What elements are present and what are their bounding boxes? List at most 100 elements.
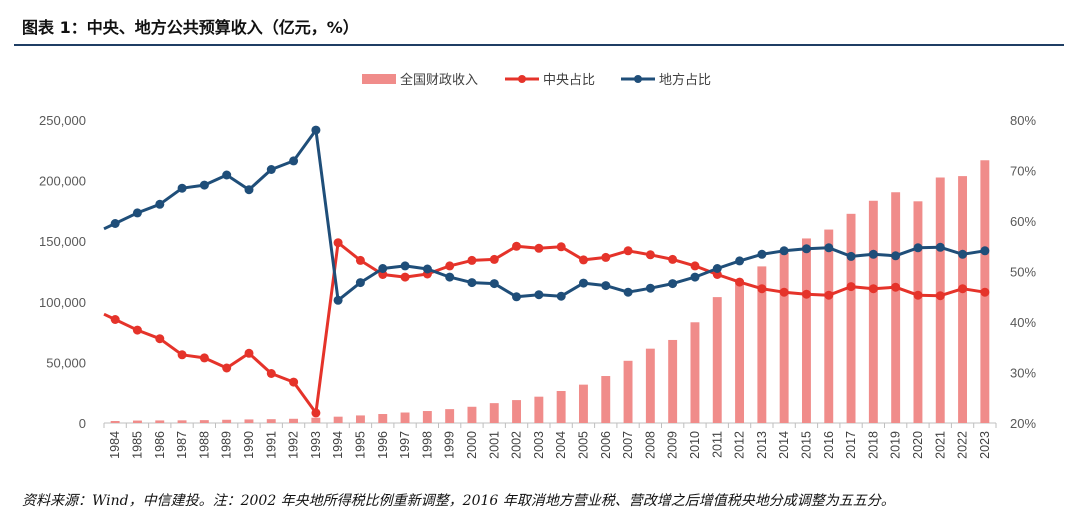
point-central-share [891, 282, 901, 292]
bar-total-revenue [846, 213, 856, 423]
point-local-share [534, 290, 544, 300]
x-tick-label: 1991 [264, 431, 278, 459]
x-tick-label: 2001 [487, 431, 501, 459]
point-central-share [445, 261, 455, 271]
x-tick-label: 2005 [576, 431, 590, 459]
point-local-share [266, 165, 276, 174]
point-central-share [266, 369, 276, 378]
x-tick-label: 2022 [956, 431, 970, 459]
x-tick-label: 2019 [889, 431, 903, 459]
point-local-share [445, 272, 455, 282]
point-central-share [601, 252, 611, 262]
point-central-share [958, 284, 968, 294]
point-central-share [645, 250, 655, 260]
y-right-tick-label: 70% [1010, 164, 1036, 179]
point-local-share [422, 264, 432, 274]
bar-total-revenue [757, 266, 767, 423]
point-local-share [289, 156, 299, 166]
point-local-share [110, 219, 120, 228]
point-local-share [735, 256, 745, 266]
point-local-share [199, 180, 209, 190]
y-right-tick-label: 30% [1010, 366, 1036, 381]
x-tick-label: 1998 [420, 431, 434, 459]
bar-total-revenue [891, 192, 901, 423]
x-tick-label: 2014 [777, 431, 791, 459]
point-local-share [757, 249, 767, 259]
x-tick-label: 2017 [844, 431, 858, 459]
x-tick-label: 1986 [153, 431, 167, 459]
x-tick-label: 1984 [108, 431, 122, 459]
y-right-tick-label: 20% [1010, 416, 1036, 431]
x-tick-label: 2018 [866, 431, 880, 459]
point-local-share [668, 279, 678, 289]
x-tick-label: 2002 [510, 431, 524, 459]
legend-label-local: 地方占比 [659, 72, 711, 88]
x-tick-label: 1994 [331, 431, 345, 459]
point-local-share [489, 279, 499, 289]
x-tick-label: 2015 [799, 431, 813, 459]
point-central-share [913, 290, 923, 300]
point-local-share [132, 208, 142, 218]
x-tick-label: 2011 [710, 431, 724, 458]
point-central-share [489, 254, 499, 264]
point-local-share [868, 249, 878, 259]
point-local-share [690, 272, 700, 282]
bar-total-revenue [779, 252, 789, 423]
y-right-tick-label: 60% [1010, 214, 1036, 229]
point-central-share [155, 334, 165, 344]
lines-group [103, 125, 990, 418]
point-local-share [355, 278, 365, 288]
point-central-share [110, 315, 120, 324]
bar-total-revenue [400, 412, 410, 423]
x-tick-label: 2016 [822, 431, 836, 459]
bar-total-revenue [735, 280, 745, 423]
point-central-share [668, 254, 678, 264]
point-local-share [177, 183, 187, 193]
bar-total-revenue [668, 339, 678, 423]
point-local-share [556, 291, 566, 301]
x-tick-label: 1997 [398, 431, 412, 459]
point-local-share [333, 295, 343, 305]
x-tick-label: 2006 [599, 431, 613, 459]
bar-total-revenue [289, 418, 299, 423]
y-left-tick-label: 50,000 [46, 355, 86, 370]
x-tick-label: 2007 [621, 431, 635, 459]
y-right-tick-label: 50% [1010, 265, 1036, 280]
point-central-share [355, 255, 365, 265]
point-central-share [132, 325, 142, 335]
point-central-share [579, 255, 588, 265]
bar-total-revenue [422, 411, 432, 423]
x-tick-label: 2000 [465, 431, 479, 459]
point-central-share [244, 348, 254, 358]
x-tick-label: 2013 [755, 431, 769, 459]
bar-total-revenue [556, 391, 566, 423]
point-central-share [935, 291, 945, 301]
x-tick-label: 1989 [220, 431, 234, 459]
source-note: 资料来源：Wind，中信建投。注：2002 年央地所得税比例重新调整，2016 … [22, 493, 895, 509]
point-local-share [222, 170, 232, 180]
point-local-share [891, 251, 901, 261]
bar-total-revenue [578, 384, 588, 423]
point-local-share [779, 246, 789, 256]
x-tick-label: 2008 [643, 431, 657, 459]
point-central-share [333, 238, 343, 248]
bar-total-revenue [868, 200, 878, 423]
legend-label-central: 中央占比 [543, 73, 595, 88]
x-tick-label: 1996 [376, 431, 390, 459]
bar-total-revenue [958, 176, 968, 423]
point-central-share [868, 284, 878, 294]
x-tick-label: 2004 [554, 431, 568, 459]
bars-group [110, 160, 990, 423]
y-left-tick-label: 0 [79, 416, 86, 431]
point-central-share [289, 377, 299, 387]
point-local-share [913, 243, 923, 253]
point-central-share [534, 243, 544, 253]
legend-swatch-bar [362, 74, 396, 84]
bar-total-revenue [222, 419, 232, 423]
bar-total-revenue [378, 414, 388, 423]
point-central-share [802, 289, 811, 299]
x-tick-label: 2020 [911, 431, 925, 459]
point-central-share [222, 363, 232, 373]
point-central-share [824, 290, 834, 300]
